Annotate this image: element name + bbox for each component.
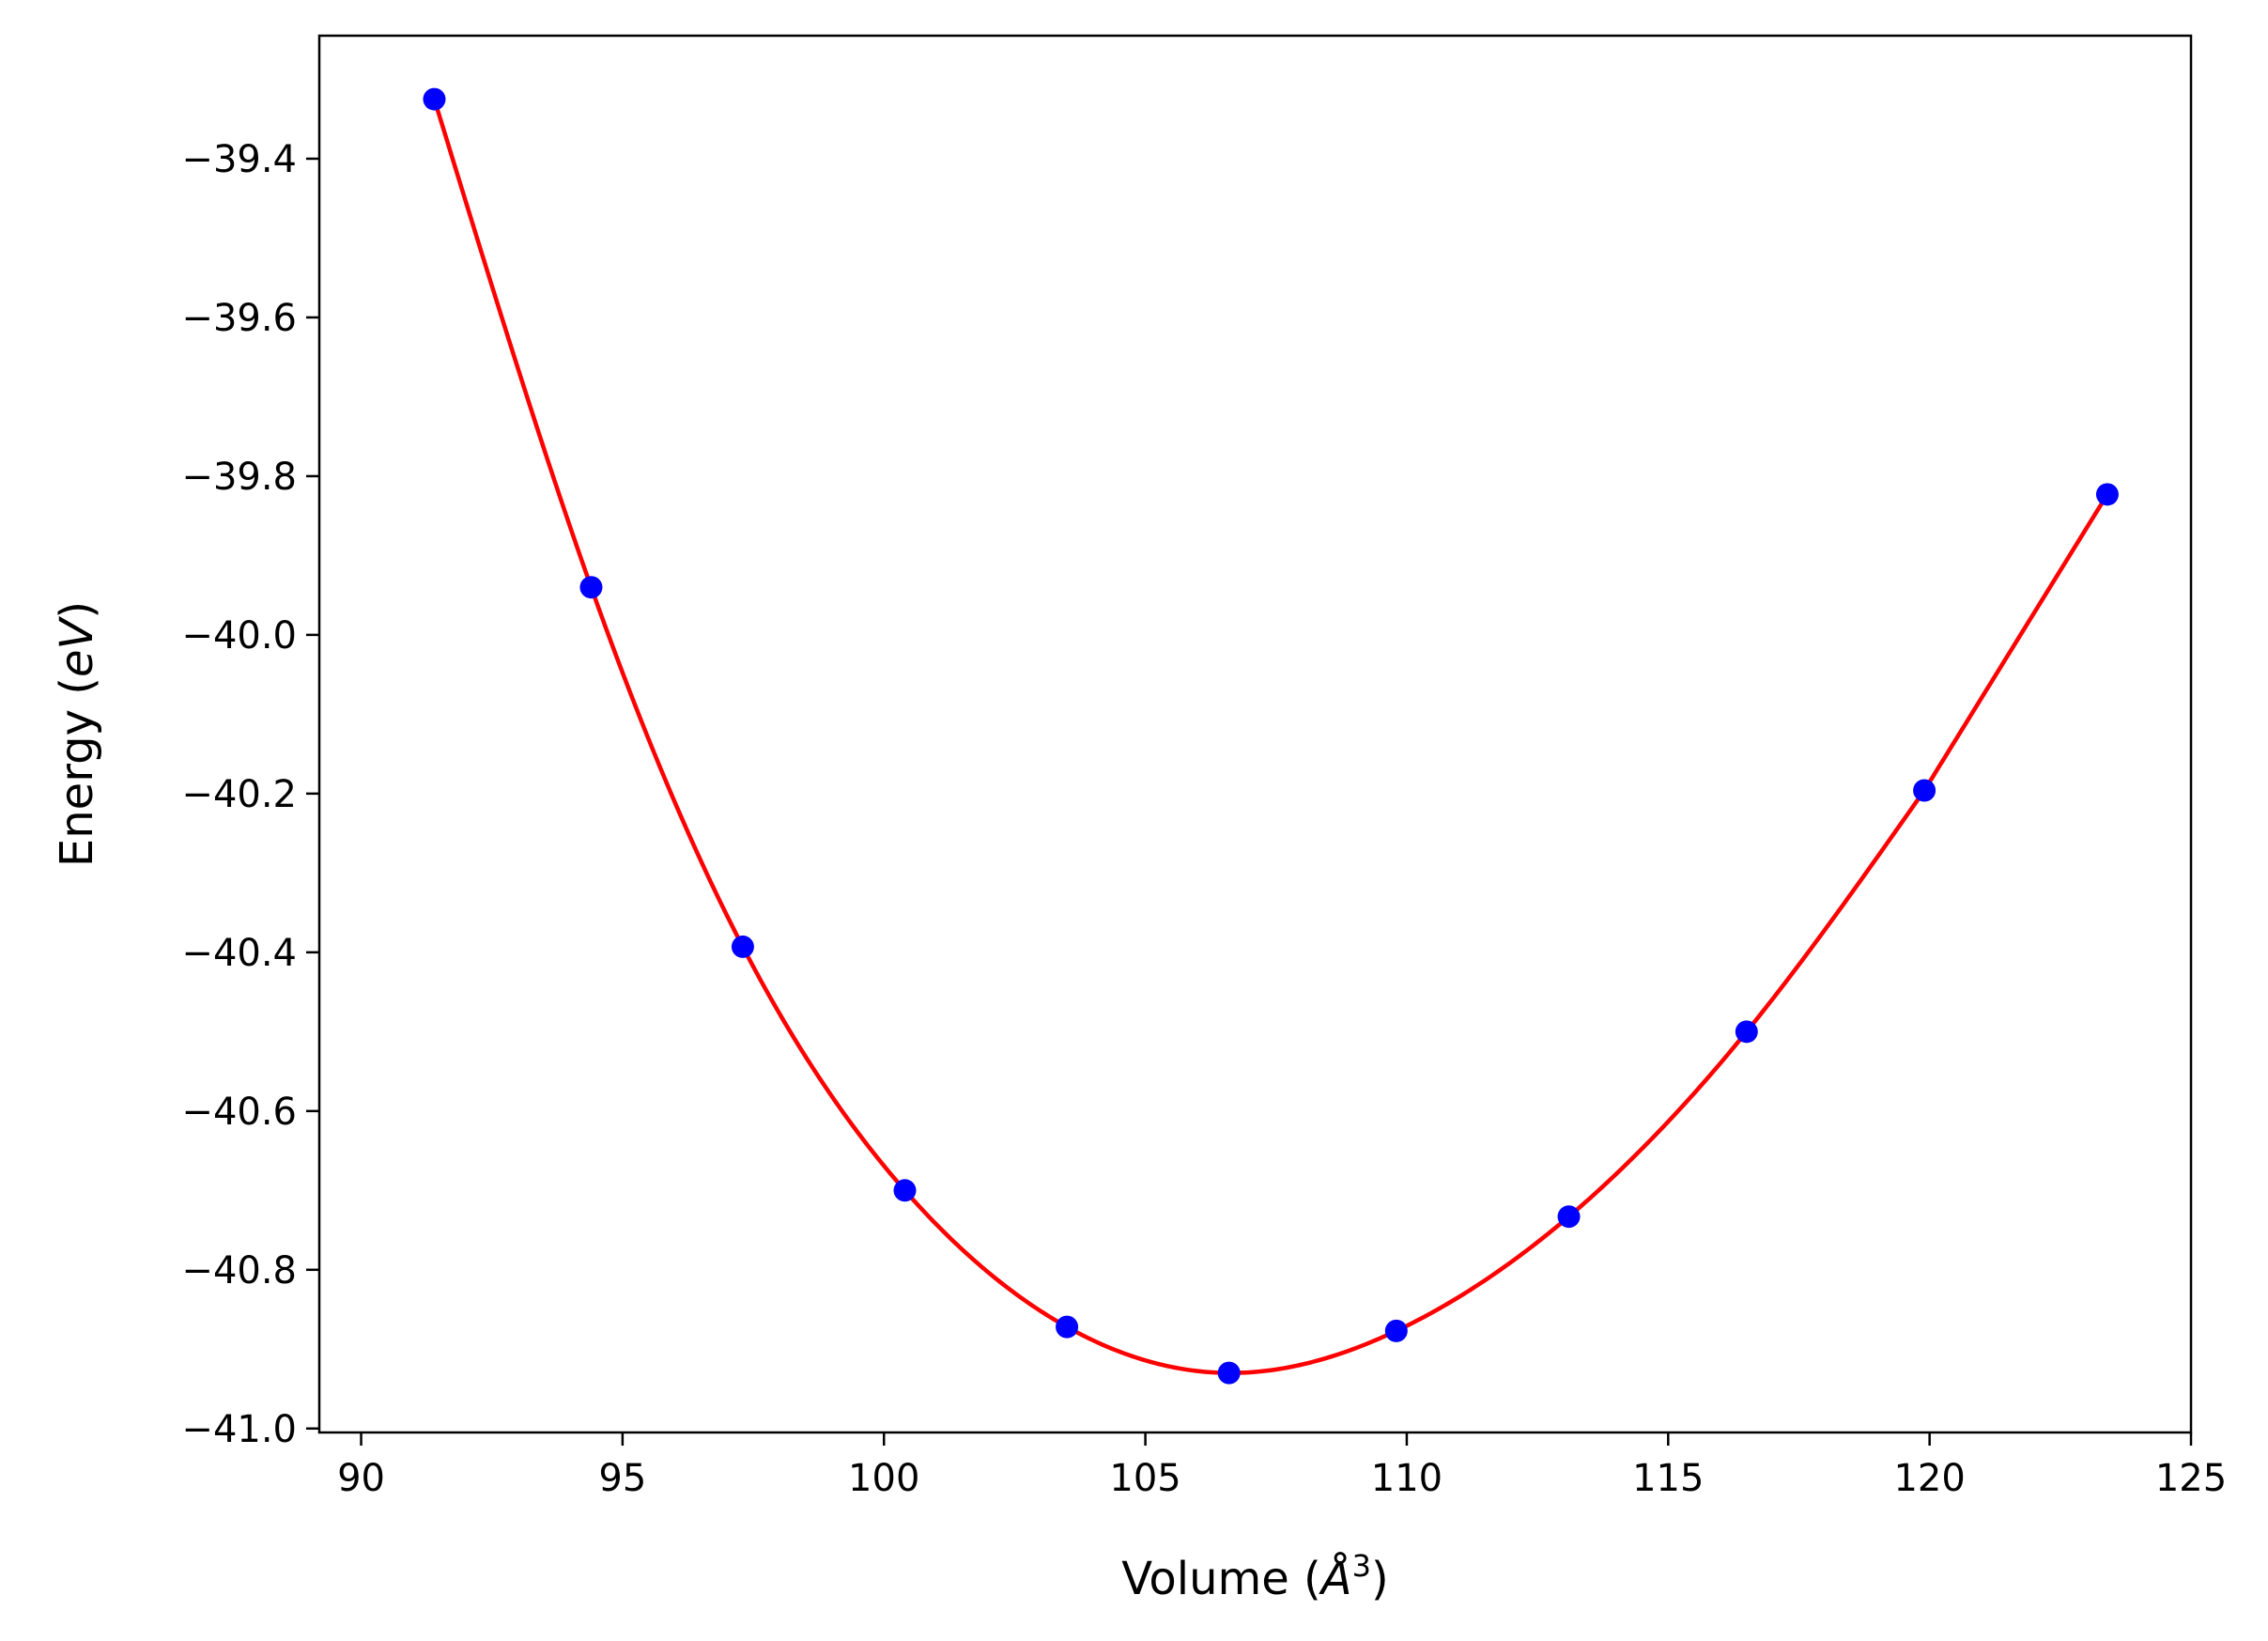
x-axis-label-prefix: Volume ( bbox=[1121, 1553, 1321, 1605]
fit-curve-line bbox=[432, 98, 2109, 1375]
y-tick-label: −40.0 bbox=[181, 614, 297, 658]
data-point bbox=[1557, 1205, 1581, 1229]
y-tick-label: −40.8 bbox=[181, 1249, 297, 1293]
x-axis-label-variable: Å bbox=[1319, 1552, 1352, 1605]
x-tick-label: 90 bbox=[337, 1457, 385, 1500]
data-point bbox=[1384, 1319, 1408, 1342]
data-point bbox=[1217, 1361, 1241, 1385]
data-point bbox=[1913, 779, 1936, 802]
y-tick-label: −41.0 bbox=[181, 1408, 297, 1451]
data-point bbox=[579, 576, 603, 599]
x-axis-label-suffix: ) bbox=[1371, 1553, 1389, 1605]
x-axis-label: Volume (Å3) bbox=[1121, 1548, 1388, 1605]
data-point bbox=[1056, 1315, 1079, 1339]
data-point bbox=[423, 87, 446, 111]
y-tick-label: −39.8 bbox=[181, 456, 297, 499]
axes-frame bbox=[317, 34, 2193, 1434]
x-tick-label: 95 bbox=[598, 1457, 646, 1500]
y-axis-label-prefix: Energy ( bbox=[51, 677, 103, 867]
y-tick-label: −39.6 bbox=[181, 297, 297, 340]
x-tick-label: 125 bbox=[2155, 1457, 2227, 1500]
x-tick-label: 120 bbox=[1893, 1457, 1965, 1500]
y-axis-label-suffix: ) bbox=[51, 601, 103, 619]
data-point bbox=[731, 935, 754, 958]
data-point bbox=[2095, 483, 2119, 506]
x-tick-label: 110 bbox=[1371, 1457, 1443, 1500]
data-point bbox=[1735, 1020, 1758, 1044]
x-axis-ticks: 90 95 100 105 110 115 120 125 bbox=[337, 1432, 2227, 1500]
y-tick-label: −40.4 bbox=[181, 932, 297, 975]
y-tick-label: −40.6 bbox=[181, 1091, 297, 1134]
y-axis-label: Energy (eV) bbox=[51, 601, 103, 867]
x-axis-label-exponent: 3 bbox=[1352, 1548, 1371, 1584]
plot-area bbox=[423, 87, 2119, 1385]
data-point bbox=[893, 1179, 917, 1202]
x-tick-label: 105 bbox=[1109, 1457, 1180, 1500]
y-tick-label: −39.4 bbox=[181, 138, 297, 181]
x-tick-label: 100 bbox=[848, 1457, 919, 1500]
y-axis-label-variable: eV bbox=[51, 616, 103, 678]
y-axis-ticks: −39.4 −39.6 −39.8 −40.0 −40.2 −40.4 −40.6 −40.8… bbox=[181, 138, 319, 1451]
x-tick-label: 115 bbox=[1632, 1457, 1704, 1500]
y-tick-label: −40.2 bbox=[181, 773, 297, 816]
